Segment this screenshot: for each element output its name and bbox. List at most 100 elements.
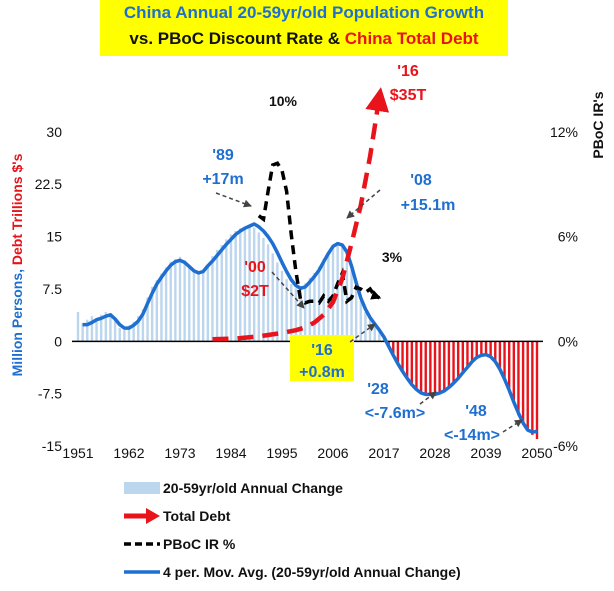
y2-tick-label: 12% xyxy=(550,124,578,140)
bar xyxy=(484,341,488,356)
annotation-08-year: '08 xyxy=(410,172,432,189)
bar xyxy=(303,283,307,342)
chart-title-line2: vs. PBoC Discount Rate & China Total Deb… xyxy=(100,26,508,52)
bar xyxy=(99,314,103,342)
x-tick-label: 1973 xyxy=(164,445,195,461)
bar xyxy=(132,321,135,342)
legend-entry: 4 per. Mov. Avg. (20-59yr/old Annual Cha… xyxy=(163,564,461,580)
y-axis-title-part1: Million Persons, xyxy=(9,265,25,376)
bar xyxy=(201,270,205,342)
y-tick-label: -15 xyxy=(42,438,62,454)
x-tick-label: 2050 xyxy=(521,445,552,461)
annotation-00-year: '00 xyxy=(244,259,266,276)
x-tick-label: 1962 xyxy=(113,445,144,461)
total-debt-line xyxy=(212,87,390,342)
bar xyxy=(433,341,437,395)
bar xyxy=(308,277,312,342)
bar xyxy=(290,284,293,342)
bar xyxy=(475,341,478,359)
bar xyxy=(368,318,372,342)
annotation-16debt-year: '16 xyxy=(397,63,419,80)
bar xyxy=(341,244,344,342)
bar xyxy=(118,328,121,342)
bar xyxy=(299,286,302,342)
bar xyxy=(127,325,131,342)
bar xyxy=(137,316,140,342)
bar xyxy=(266,244,270,342)
y-tick-label: 22.5 xyxy=(35,176,62,192)
legend-entry: PBoC IR % xyxy=(163,536,236,552)
bar xyxy=(401,341,404,372)
bar xyxy=(90,316,94,342)
annotation-16pop-highlight xyxy=(290,335,354,381)
y2-tick-label: 0% xyxy=(558,333,578,349)
bar xyxy=(373,325,376,342)
annotation-16pop-arrow xyxy=(349,323,376,343)
bar xyxy=(410,341,414,386)
bar xyxy=(396,341,400,363)
bar xyxy=(470,341,474,363)
bar xyxy=(526,341,529,432)
bar xyxy=(183,260,186,342)
annotation-16pop-year: '16 xyxy=(311,342,333,359)
bar xyxy=(521,341,525,425)
bar xyxy=(178,256,182,342)
y-tick-label: 15 xyxy=(46,229,62,245)
x-tick-label: 1951 xyxy=(62,445,93,461)
bar xyxy=(76,312,80,342)
bar xyxy=(86,319,89,342)
y-tick-label: 7.5 xyxy=(43,281,63,297)
bar xyxy=(345,253,349,342)
bar xyxy=(517,341,520,416)
y-axis-title-part2: Debt Trillions $'s xyxy=(9,153,25,265)
y-tick-label: -7.5 xyxy=(38,386,62,402)
bar xyxy=(313,272,316,342)
bar xyxy=(405,341,409,380)
bar xyxy=(429,341,432,395)
bar xyxy=(81,323,84,342)
bar xyxy=(220,244,223,342)
annotation-08-value: +15.1m xyxy=(401,197,456,214)
annotation-16debt-value: $35T xyxy=(390,87,427,104)
bar xyxy=(234,231,237,342)
bar xyxy=(419,341,423,393)
bar xyxy=(215,249,219,342)
bar xyxy=(415,341,418,390)
legend-bar-swatch xyxy=(124,482,160,494)
bar xyxy=(331,245,335,342)
annotation-08-arrow xyxy=(346,189,381,219)
bar xyxy=(150,286,154,342)
bar xyxy=(443,341,446,391)
bar xyxy=(280,270,284,342)
bar xyxy=(252,227,256,342)
bar xyxy=(498,341,502,370)
bar xyxy=(494,341,497,363)
bar xyxy=(141,309,145,342)
bar xyxy=(229,234,233,342)
annotation-28-year: '28 xyxy=(367,381,389,398)
bar xyxy=(322,258,325,342)
bar-series xyxy=(76,225,539,440)
bar xyxy=(531,341,534,435)
bar xyxy=(113,317,117,342)
bar xyxy=(239,228,242,342)
bar xyxy=(155,279,159,342)
bar xyxy=(336,242,339,342)
annotation-28-arrow xyxy=(419,391,437,405)
annotation-00-value: $2T xyxy=(241,283,269,300)
annotation-28-value: <-7.6m> xyxy=(365,405,425,422)
axes: 30 22.5 15 7.5 0 -7.5 -15 12% 6% 0% -6% 1951 1962 197… xyxy=(9,91,606,461)
bar xyxy=(456,341,460,380)
bar xyxy=(535,341,539,440)
legend-debt-arrow xyxy=(146,508,160,524)
y2-tick-label: -6% xyxy=(553,438,578,454)
x-tick-label: 2006 xyxy=(317,445,348,461)
bar xyxy=(327,251,330,342)
bar xyxy=(243,226,247,342)
bar xyxy=(160,273,163,342)
line-series xyxy=(82,87,538,434)
bar xyxy=(447,341,451,388)
y-tick-label: 0 xyxy=(54,333,62,349)
bar xyxy=(424,341,427,394)
